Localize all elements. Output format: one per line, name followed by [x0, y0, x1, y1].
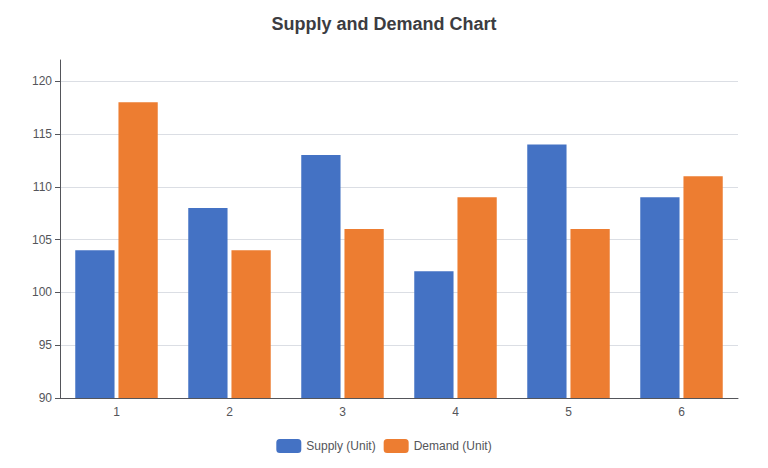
svg-text:Supply (Unit): Supply (Unit) [306, 439, 375, 453]
svg-text:95: 95 [39, 338, 53, 352]
svg-text:Supply and Demand Chart: Supply and Demand Chart [271, 14, 496, 34]
svg-text:5: 5 [565, 405, 572, 419]
svg-text:6: 6 [678, 405, 685, 419]
svg-text:100: 100 [32, 285, 52, 299]
svg-text:105: 105 [32, 233, 52, 247]
svg-text:90: 90 [39, 391, 53, 405]
svg-text:110: 110 [33, 180, 52, 194]
svg-text:3: 3 [339, 405, 346, 419]
svg-text:2: 2 [226, 405, 233, 419]
svg-text:115: 115 [33, 127, 52, 141]
svg-text:4: 4 [452, 405, 459, 419]
svg-text:1: 1 [113, 405, 120, 419]
svg-text:Demand (Unit): Demand (Unit) [414, 439, 492, 453]
svg-text:120: 120 [32, 74, 52, 88]
